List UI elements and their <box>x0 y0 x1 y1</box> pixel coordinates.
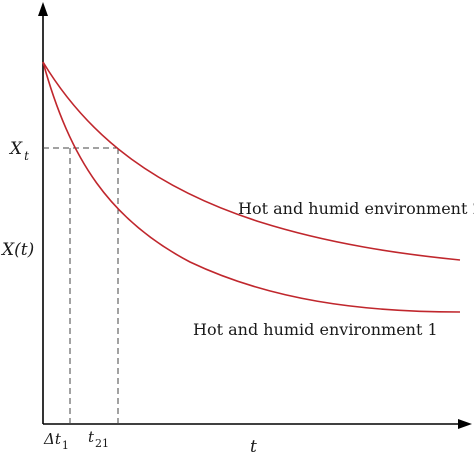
series-line-environment-2 <box>42 61 461 261</box>
series-label-environment-1: Hot and humid environment 1 <box>193 320 438 339</box>
x-axis-arrowhead <box>458 419 472 429</box>
series-label-environment-2: Hot and humid environment 2 <box>238 199 474 218</box>
marker-label-t21: t21 <box>88 428 109 450</box>
series-line-environment-1 <box>42 61 461 313</box>
y-axis-arrowhead <box>38 2 48 16</box>
marker-label-delta-t1: Δt1 <box>43 430 69 452</box>
y-axis-label: X(t) <box>0 240 34 260</box>
x-axis-label: t <box>250 437 257 457</box>
